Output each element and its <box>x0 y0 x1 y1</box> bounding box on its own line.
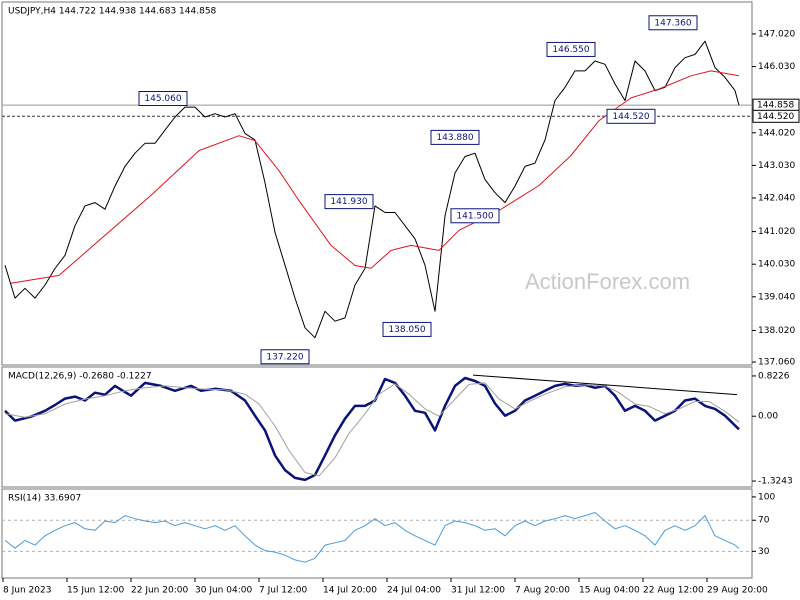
y-tick-label: 0.00 <box>758 412 778 422</box>
annotation-label: 143.880 <box>436 133 473 143</box>
x-tick-label: 31 Jul 12:00 <box>451 586 505 596</box>
annotation-box <box>382 321 432 337</box>
annotation-box <box>260 349 310 365</box>
annotation-box <box>606 108 656 124</box>
annotation-label: 147.360 <box>654 18 691 28</box>
annotation-label: 138.050 <box>388 325 425 335</box>
x-tick-label: 29 Aug 20:00 <box>707 586 768 596</box>
panel-title: MACD(12,26,9) -0.2680 -0.1227 <box>8 372 152 382</box>
annotation-label: 146.550 <box>552 45 589 55</box>
y-tick-label: 0.8226 <box>758 371 790 381</box>
watermark: ActionForex.com <box>525 269 690 294</box>
annotation-box <box>546 41 596 57</box>
x-tick-label: 24 Jul 04:00 <box>387 586 441 596</box>
annotation-box <box>324 194 374 210</box>
series-line <box>10 70 740 284</box>
x-tick-label: 22 Aug 12:00 <box>643 586 704 596</box>
panel-frame <box>1 366 753 488</box>
panel-frame <box>1 1 753 366</box>
y-tick-label: 140.030 <box>758 260 795 270</box>
panel-title: RSI(14) 33.6907 <box>8 494 81 504</box>
annotation-label: 145.060 <box>144 94 181 104</box>
annotation-box <box>430 129 480 145</box>
y-tick-label: 70 <box>758 516 770 526</box>
x-tick-label: 30 Jun 04:00 <box>195 586 252 596</box>
panel-title: USDJPY,H4 144.722 144.938 144.683 144.85… <box>8 7 217 17</box>
y-tick-label: 100 <box>758 492 775 502</box>
x-tick-label: 15 Aug 04:00 <box>579 586 640 596</box>
price-label-box <box>752 109 800 123</box>
y-tick-label: 146.030 <box>758 62 795 72</box>
y-tick-label: 141.020 <box>758 227 795 237</box>
x-tick-label: 8 Jun 2023 <box>3 586 51 596</box>
series-line <box>4 40 740 339</box>
y-tick-label: 144.020 <box>758 128 795 138</box>
x-tick-label: 15 Jun 12:00 <box>67 586 124 596</box>
annotation-box <box>450 208 500 224</box>
y-tick-label: 147.020 <box>758 29 795 39</box>
x-tick-label: 22 Jun 20:00 <box>131 586 188 596</box>
trendline <box>472 374 738 396</box>
y-tick-label: 142.040 <box>758 193 795 203</box>
series-line <box>4 512 740 563</box>
y-tick-label: 143.030 <box>758 161 795 171</box>
price-label: 144.520 <box>757 112 794 122</box>
y-tick-label: 30 <box>758 547 770 557</box>
annotation-label: 144.520 <box>612 112 649 122</box>
y-tick-label: 137.060 <box>758 358 795 368</box>
annotation-label: 137.220 <box>266 352 303 362</box>
y-tick-label: 139.040 <box>758 292 795 302</box>
panel-frame <box>1 488 753 579</box>
x-tick-label: 14 Jul 20:00 <box>323 586 377 596</box>
series-line <box>4 382 740 477</box>
annotation-label: 141.930 <box>330 197 367 207</box>
x-tick-label: 7 Jul 12:00 <box>259 586 308 596</box>
price-label: 144.858 <box>757 101 794 111</box>
annotation-label: 141.500 <box>456 211 493 221</box>
y-tick-label: 138.020 <box>758 326 795 336</box>
annotation-box <box>648 15 698 31</box>
annotation-box <box>138 91 188 107</box>
y-tick-label: -1.3243 <box>758 477 793 487</box>
x-tick-label: 7 Aug 20:00 <box>515 586 570 596</box>
